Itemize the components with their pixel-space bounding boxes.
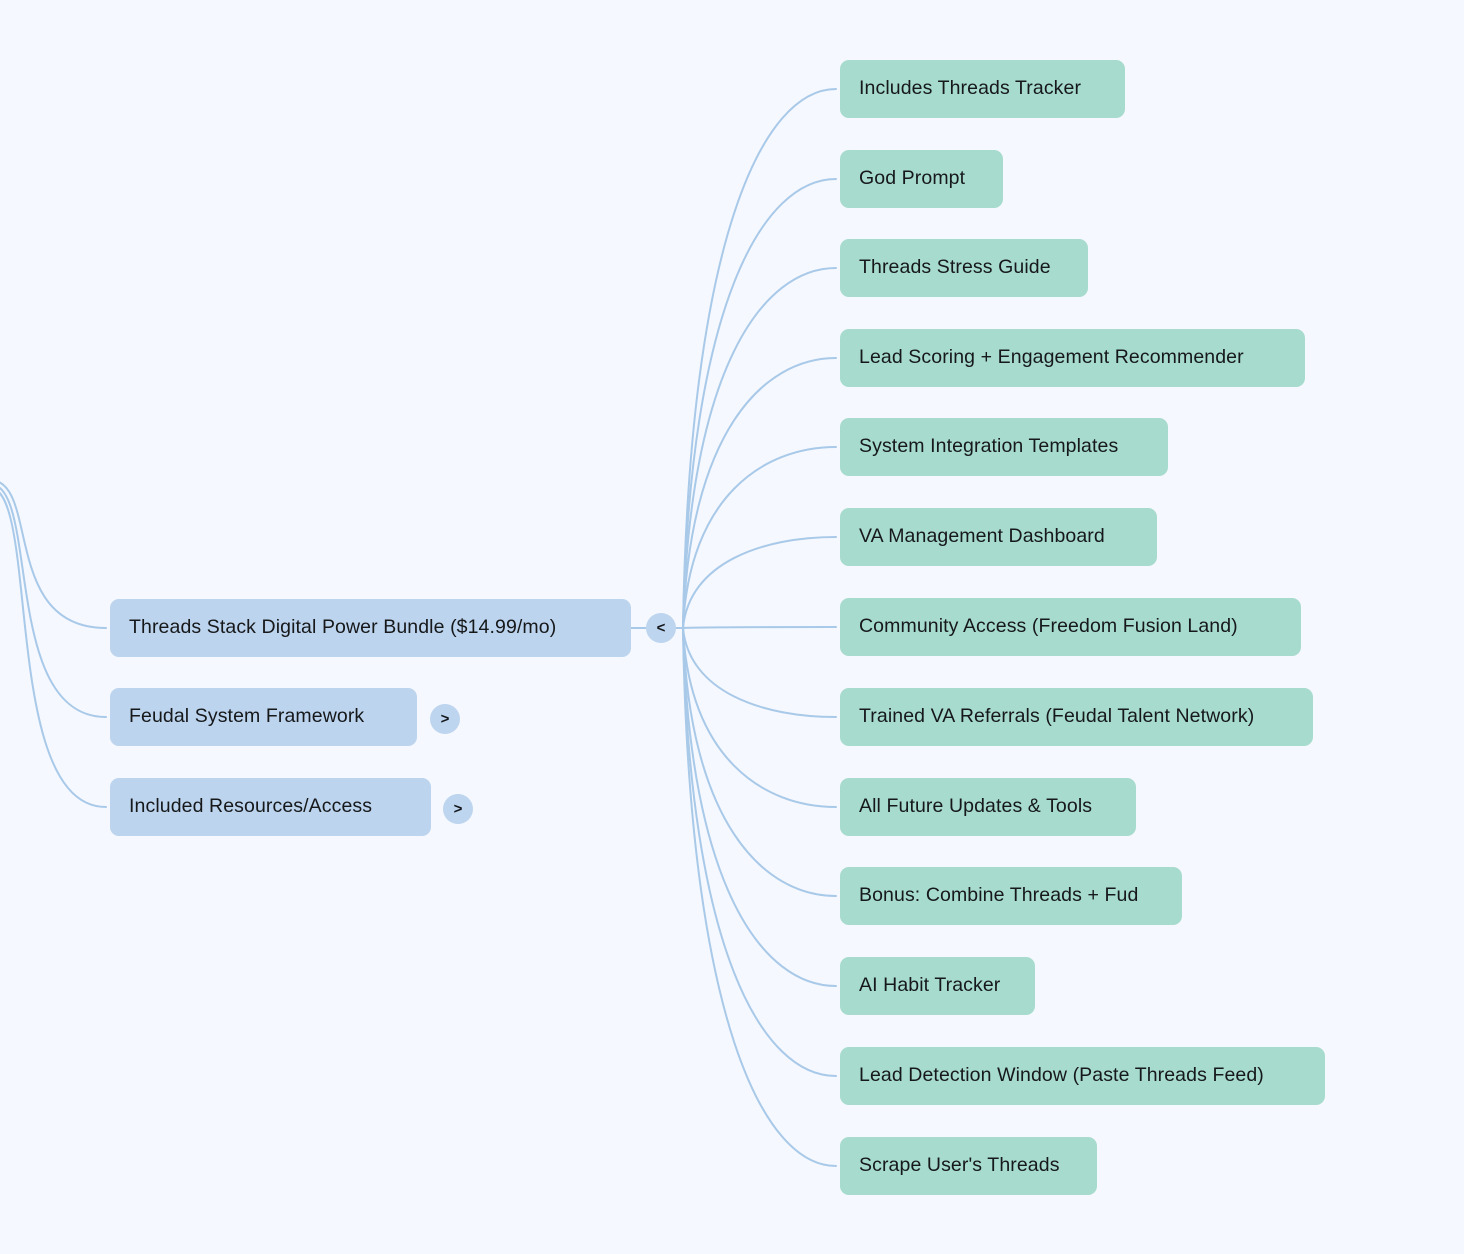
chevron-right-icon: > (453, 800, 463, 817)
edge-to-trained-va-referrals-feudal-talent-network (682, 627, 837, 718)
edge-to-all-future-updates-tools (682, 627, 837, 808)
chevron-left-icon: < (656, 619, 666, 636)
edge-to-system-integration-templates (682, 446, 837, 629)
node-threads-stress-guide[interactable]: Threads Stress Guide (840, 239, 1088, 297)
node-label: All Future Updates & Tools (859, 795, 1093, 818)
node-label: Trained VA Referrals (Feudal Talent Netw… (859, 705, 1255, 728)
node-label: Bonus: Combine Threads + Fud (859, 884, 1139, 907)
edge-to-bonus-combine-threads-fud (682, 627, 837, 897)
edge-to-includes-threads-tracker (682, 88, 837, 629)
node-community-access-freedom-fusion-land[interactable]: Community Access (Freedom Fusion Land) (840, 598, 1301, 656)
node-va-management-dashboard[interactable]: VA Management Dashboard (840, 508, 1157, 566)
collapse-toggle-root[interactable]: < (646, 613, 676, 643)
edge-to-va-management-dashboard (682, 536, 837, 629)
chevron-right-icon: > (440, 710, 450, 727)
edge-to-ai-habit-tracker (682, 627, 837, 987)
node-label: Lead Scoring + Engagement Recommender (859, 346, 1244, 369)
node-label: Included Resources/Access (129, 795, 373, 818)
edge-offscreen-parent-3 (0, 492, 107, 808)
node-bonus-combine-threads-fud[interactable]: Bonus: Combine Threads + Fud (840, 867, 1182, 925)
node-label: Includes Threads Tracker (859, 77, 1082, 100)
expand-toggle-feudal-system-framework[interactable]: > (430, 704, 460, 734)
edge-offscreen-parent-1 (0, 481, 107, 629)
node-label: Threads Stack Digital Power Bundle ($14.… (129, 616, 557, 639)
node-includes-threads-tracker[interactable]: Includes Threads Tracker (840, 60, 1125, 118)
node-label: God Prompt (859, 167, 966, 190)
expand-toggle-included-resources-access[interactable]: > (443, 794, 473, 824)
edge-to-lead-scoring-engagement-recommender (682, 357, 837, 629)
node-label: AI Habit Tracker (859, 974, 1001, 997)
node-all-future-updates-tools[interactable]: All Future Updates & Tools (840, 778, 1136, 836)
node-label: Lead Detection Window (Paste Threads Fee… (859, 1064, 1264, 1087)
node-lead-detection-window-paste-threads-feed[interactable]: Lead Detection Window (Paste Threads Fee… (840, 1047, 1325, 1105)
node-system-integration-templates[interactable]: System Integration Templates (840, 418, 1168, 476)
node-label: System Integration Templates (859, 435, 1119, 458)
node-label: VA Management Dashboard (859, 525, 1105, 548)
node-trained-va-referrals-feudal-talent-network[interactable]: Trained VA Referrals (Feudal Talent Netw… (840, 688, 1313, 746)
node-label: Feudal System Framework (129, 705, 365, 728)
edge-to-lead-detection-window-paste-threads-feed (682, 627, 837, 1077)
node-god-prompt[interactable]: God Prompt (840, 150, 1003, 208)
node-threads-stack-digital-power-bundle-14-99-mo[interactable]: Threads Stack Digital Power Bundle ($14.… (110, 599, 631, 657)
edge-offscreen-parent-2 (0, 487, 107, 718)
node-label: Threads Stress Guide (859, 256, 1051, 279)
node-feudal-system-framework[interactable]: Feudal System Framework (110, 688, 417, 746)
edge-to-threads-stress-guide (682, 267, 837, 629)
node-included-resources-access[interactable]: Included Resources/Access (110, 778, 431, 836)
node-ai-habit-tracker[interactable]: AI Habit Tracker (840, 957, 1035, 1015)
node-scrape-user-s-threads[interactable]: Scrape User's Threads (840, 1137, 1097, 1195)
edge-to-god-prompt (682, 178, 837, 629)
node-label: Scrape User's Threads (859, 1154, 1060, 1177)
node-lead-scoring-engagement-recommender[interactable]: Lead Scoring + Engagement Recommender (840, 329, 1305, 387)
edge-to-community-access-freedom-fusion-land (682, 626, 837, 629)
node-label: Community Access (Freedom Fusion Land) (859, 615, 1238, 638)
edge-to-scrape-user-s-threads (682, 627, 837, 1167)
